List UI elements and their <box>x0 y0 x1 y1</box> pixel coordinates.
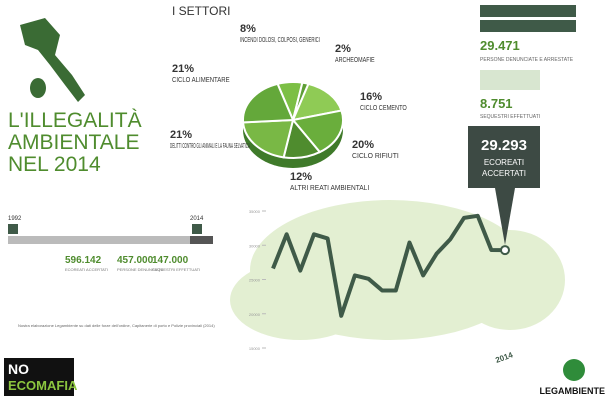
slice-label: CICLO CEMENTO <box>360 105 407 112</box>
pie-slice <box>242 118 295 159</box>
pie-slice <box>242 82 295 124</box>
icons <box>480 70 540 90</box>
italy-map <box>20 18 85 102</box>
slice-value: 16% <box>360 91 382 103</box>
slice-value: 2% <box>335 43 351 55</box>
total-label: SEQUESTRI EFFETTUATI <box>152 267 200 272</box>
splash <box>455 230 565 330</box>
callout-box <box>468 126 540 188</box>
callout-value: 29.293 <box>481 137 527 154</box>
slice-label: INCENDI DOLOSI, COLPOSI, GENERICI <box>240 37 320 44</box>
x-tick-label: 2014 <box>494 350 514 365</box>
logo-text: ECOMAFIA <box>8 378 78 393</box>
logo-text: NO <box>8 361 29 377</box>
island <box>30 78 46 98</box>
slice-value: 20% <box>352 139 374 151</box>
timeline-marker <box>8 224 18 234</box>
timeline-start: 1992 <box>8 216 22 222</box>
callout-label: ECOREATI <box>484 158 524 167</box>
section-title: I SETTORI <box>172 4 230 18</box>
title: L'ILLEGALITÀ <box>8 109 142 132</box>
slice-label: ALTRI REATI AMBIENTALI <box>290 185 369 192</box>
title: AMBIENTALE <box>8 131 139 154</box>
slice-label: CICLO RIFIUTI <box>352 153 399 160</box>
timeline-marker <box>192 224 202 234</box>
total-label: PERSONE DENUNCIATE <box>117 267 164 272</box>
end-point <box>500 245 510 256</box>
stat: 8.751 <box>480 96 513 111</box>
slice-value: 21% <box>172 63 194 75</box>
y-tick-label: 25000 <box>249 278 261 283</box>
y-tick-label: 30000 <box>249 243 261 248</box>
timeline-bar-end <box>190 236 213 244</box>
callout-label: ACCERTATI <box>482 169 526 178</box>
total: 147.000 <box>152 255 189 266</box>
callout-pointer <box>495 188 515 245</box>
total: 457.000 <box>117 255 154 266</box>
total-label: ECOREATI ACCERTATI <box>65 267 108 272</box>
pie-slice <box>291 109 344 154</box>
total: 596.142 <box>65 255 102 266</box>
y-tick-label: 20000 <box>249 312 261 317</box>
slice-value: 21% <box>170 129 192 141</box>
stat-label: PERSONE DENUNCIATE E ARRESTATE <box>480 57 574 63</box>
slice-label: CICLO ALIMENTARE <box>172 77 230 84</box>
title: NEL 2014 <box>8 153 101 176</box>
line <box>271 213 506 318</box>
logo-text: LEGAMBIENTE <box>539 386 605 396</box>
people-icons <box>480 5 576 32</box>
timeline-end: 2014 <box>190 216 204 222</box>
footnote: Nostra elaborazione Legambiente su dati … <box>18 323 215 328</box>
slice-label: DELITTI CONTRO GLI ANIMALI E LA FAUNA SE… <box>170 143 250 150</box>
timeline-bar <box>8 236 213 244</box>
stat-label: SEQUESTRI EFFETTUATI <box>480 114 540 120</box>
y-tick-label: 15000 <box>249 346 261 351</box>
logo-bg <box>4 358 74 396</box>
slice-value: 8% <box>240 23 256 35</box>
stat: 29.471 <box>480 38 520 53</box>
y-tick-label: 35000 <box>249 209 261 214</box>
logo-icon <box>563 359 585 381</box>
slice-label: ARCHEOMAFIE <box>335 57 375 64</box>
slice-value: 12% <box>290 171 312 183</box>
